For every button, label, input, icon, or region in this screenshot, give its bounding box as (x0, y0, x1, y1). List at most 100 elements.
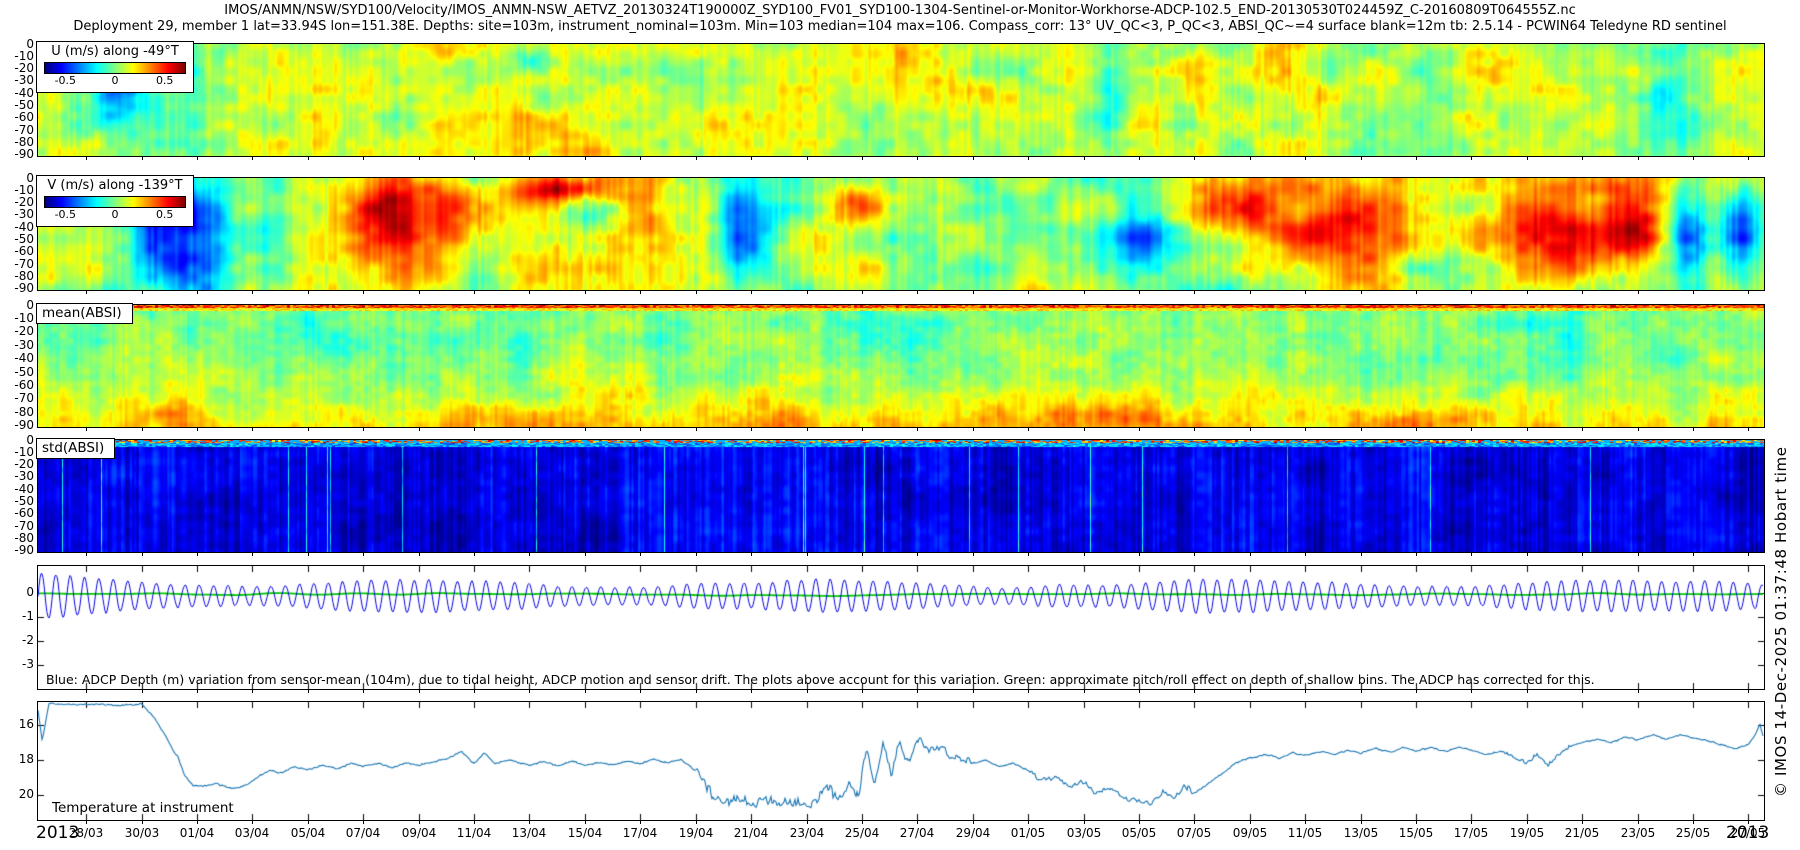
axis-tick (1028, 157, 1029, 160)
mean-absi-label: mean(ABSI) (36, 303, 133, 324)
y-tick-label: -80 (14, 531, 34, 545)
axis-tick (86, 157, 87, 160)
axis-tick (142, 428, 143, 431)
axis-tick (1028, 821, 1029, 824)
axis-tick (308, 553, 309, 556)
axis-tick (1361, 157, 1362, 160)
y-tick-label: -3 (22, 657, 34, 671)
u-velocity-legend: U (m/s) along -49°T -0.5 0 0.5 (36, 41, 194, 93)
axis-tick (1471, 428, 1472, 431)
y-tick-label: -30 (14, 469, 34, 483)
axis-tick (1028, 428, 1029, 431)
x-tick-label: 21/05 (1564, 826, 1600, 840)
axis-tick (1471, 291, 1472, 294)
axis-tick (973, 428, 974, 431)
u-colorbar (44, 62, 186, 74)
axis-tick (1250, 821, 1251, 824)
y-tick-label: -80 (14, 135, 34, 149)
axis-tick (696, 428, 697, 431)
axis-tick (1361, 690, 1362, 693)
axis-tick (308, 291, 309, 294)
y-tick-label: -60 (14, 506, 34, 520)
panel-temperature: Temperature at instrument (37, 701, 1765, 821)
y-tick-label: -70 (14, 123, 34, 137)
axis-tick (363, 821, 364, 824)
axis-tick (529, 157, 530, 160)
axis-tick (1250, 428, 1251, 431)
y-tick-label: 0 (26, 585, 34, 599)
axis-tick (1250, 291, 1251, 294)
axis-tick (529, 821, 530, 824)
x-tick-label: 17/04 (622, 826, 658, 840)
x-tick-label: 17/05 (1453, 826, 1489, 840)
axis-tick (917, 690, 918, 693)
axis-tick (197, 428, 198, 431)
axis-tick (1693, 553, 1694, 556)
axis-tick (1582, 428, 1583, 431)
axis-tick (640, 428, 641, 431)
y-tick-label: -50 (14, 494, 34, 508)
axis-tick (252, 821, 253, 824)
axis-tick (1416, 428, 1417, 431)
x-tick-label: 23/04 (789, 826, 825, 840)
x-tick-label: 27/05 (1730, 826, 1766, 840)
axis-tick (197, 157, 198, 160)
axis-tick (585, 291, 586, 294)
axis-tick (1748, 690, 1749, 693)
y-tick-label: -10 (14, 49, 34, 63)
axis-tick (1084, 553, 1085, 556)
axis-tick (585, 821, 586, 824)
x-tick-label: 23/05 (1620, 826, 1656, 840)
axis-tick (973, 553, 974, 556)
y-tick-label: -70 (14, 519, 34, 533)
axis-tick (86, 821, 87, 824)
y-tick-label: -2 (22, 633, 34, 647)
axis-tick (917, 428, 918, 431)
axis-tick (1582, 821, 1583, 824)
axis-tick (1250, 690, 1251, 693)
axis-tick (142, 291, 143, 294)
axis-tick (363, 157, 364, 160)
axis-tick (1527, 291, 1528, 294)
u-velocity-heatmap (38, 44, 1764, 156)
x-tick-label: 03/05 (1066, 826, 1102, 840)
x-tick-label: 11/05 (1287, 826, 1323, 840)
y-tick-label: 16 (18, 717, 34, 731)
axis-tick (751, 553, 752, 556)
x-tick-label: 29/04 (955, 826, 991, 840)
axis-tick (529, 291, 530, 294)
panel-mean-absi: mean(ABSI) (36, 303, 1765, 428)
axis-tick (1028, 553, 1029, 556)
axis-tick (696, 553, 697, 556)
x-tick-label: 30/03 (124, 826, 160, 840)
axis-tick (419, 291, 420, 294)
axis-tick (197, 821, 198, 824)
y-tick-label: -30 (14, 338, 34, 352)
axis-tick (751, 157, 752, 160)
figure-subtitle-deployment-info: Deployment 29, member 1 lat=33.94S lon=1… (73, 19, 1727, 34)
y-tick-label: -70 (14, 391, 34, 405)
axis-tick (1416, 553, 1417, 556)
x-tick-label: 13/04 (511, 826, 547, 840)
axis-tick (1305, 553, 1306, 556)
axis-tick (1638, 428, 1639, 431)
axis-tick (1582, 690, 1583, 693)
axis-tick (1361, 291, 1362, 294)
axis-tick (1416, 157, 1417, 160)
axis-tick (640, 690, 641, 693)
axis-tick (1748, 821, 1749, 824)
axis-tick (308, 690, 309, 693)
colorbar-tick: 0.5 (155, 74, 174, 87)
y-tick-label: 20 (18, 787, 34, 801)
colorbar-tick: -0.5 (54, 208, 77, 221)
axis-tick (1638, 690, 1639, 693)
axis-tick (585, 157, 586, 160)
axis-tick (252, 553, 253, 556)
axis-tick (86, 291, 87, 294)
y-tick-label: -20 (14, 195, 34, 209)
depth-variation-note: Blue: ADCP Depth (m) variation from sens… (46, 672, 1595, 687)
y-tick-label: 18 (18, 752, 34, 766)
axis-tick (1527, 553, 1528, 556)
axis-tick (1527, 428, 1528, 431)
axis-tick (751, 428, 752, 431)
